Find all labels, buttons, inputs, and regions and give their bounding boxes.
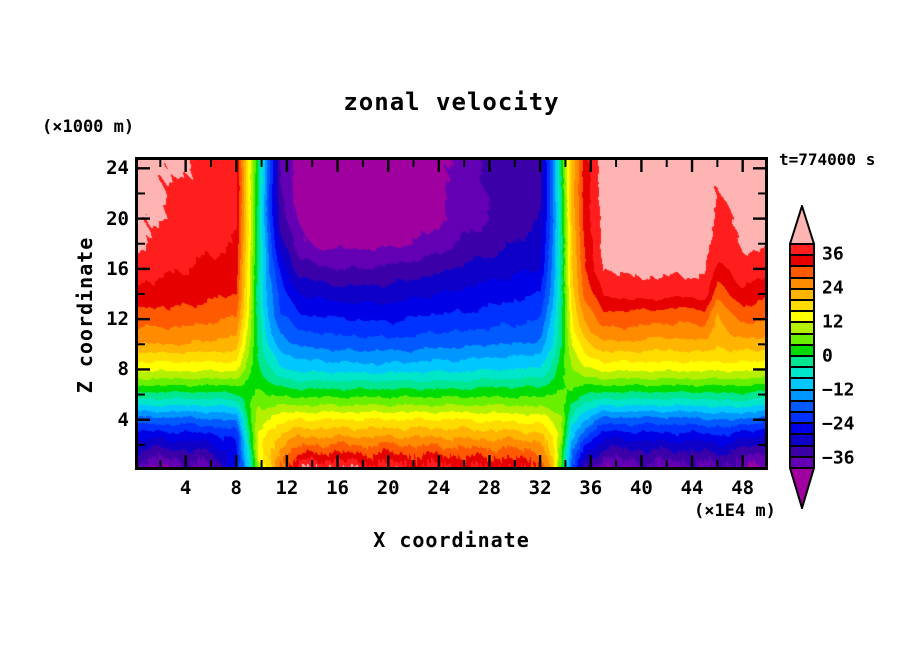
x-tick-label: 16: [326, 477, 349, 499]
x-axis-unit-label: (×1E4 m): [694, 501, 776, 521]
y-tick-label: 12: [106, 308, 129, 331]
colorbar-tick-label: −24: [822, 413, 855, 435]
y-tick-label: 4: [117, 408, 129, 431]
y-tick-label: 24: [106, 157, 129, 180]
colorbar-tick-label: 36: [822, 243, 844, 265]
colorbar-tick-label: −36: [822, 447, 855, 469]
colorbar-tick-label: 24: [822, 277, 844, 299]
chart-title: zonal velocity: [343, 88, 560, 116]
plot-frame-and-ticks: [135, 157, 768, 470]
y-tick-label: 16: [106, 257, 129, 280]
x-axis-title: X coordinate: [373, 528, 530, 552]
timestamp-label: t=774000 s: [779, 150, 876, 169]
colorbar: [789, 243, 815, 470]
colorbar-over-arrow: [789, 205, 815, 245]
z-axis-unit-label: (×1000 m): [42, 117, 135, 137]
x-tick-label: 40: [629, 477, 653, 499]
colorbar-tick-label: 0: [822, 345, 833, 367]
y-tick-label: 20: [106, 207, 129, 230]
x-tick-label: 4: [179, 477, 192, 499]
x-tick-label: 8: [230, 477, 242, 499]
x-tick-label: 28: [478, 477, 501, 499]
x-tick-label: 44: [680, 477, 704, 499]
colorbar-tick-label: −12: [822, 379, 855, 401]
x-tick-label: 20: [376, 477, 400, 499]
x-tick-label: 48: [731, 477, 755, 499]
y-tick-label: 8: [117, 358, 129, 381]
x-tick-label: 12: [275, 477, 299, 499]
x-tick-label: 32: [528, 477, 552, 499]
contour-plot-canvas: [135, 157, 768, 470]
x-tick-label: 36: [579, 477, 603, 499]
colorbar-under-arrow: [789, 467, 815, 509]
colorbar-tick-label: 12: [822, 311, 844, 333]
x-tick-label: 24: [427, 477, 451, 499]
